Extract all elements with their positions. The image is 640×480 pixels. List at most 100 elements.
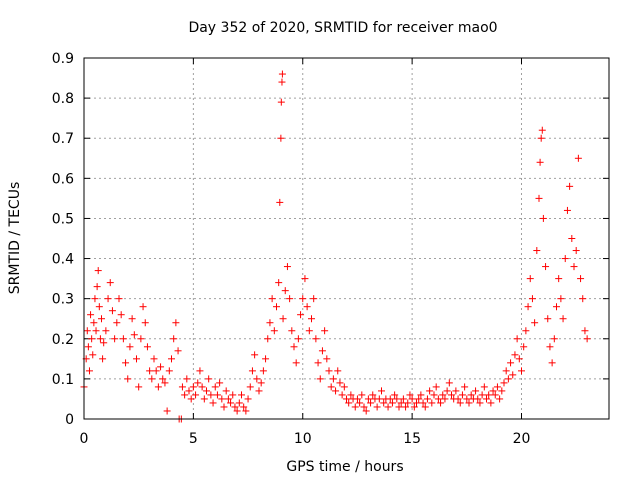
data-point	[367, 399, 375, 407]
data-point	[456, 399, 464, 407]
data-point	[102, 327, 110, 335]
data-point	[308, 315, 315, 323]
data-point	[491, 391, 499, 399]
data-point	[200, 395, 208, 403]
data-point	[294, 335, 302, 343]
data-point	[458, 391, 466, 399]
data-point	[113, 319, 121, 327]
x-axis-label: GPS time / hours	[286, 459, 403, 475]
data-point	[539, 214, 547, 222]
data-point	[386, 395, 394, 403]
data-point	[542, 263, 550, 271]
data-point	[253, 375, 261, 383]
data-point	[92, 327, 100, 335]
data-point	[332, 387, 340, 395]
data-point	[445, 379, 453, 387]
data-point	[559, 315, 567, 323]
data-point	[143, 343, 151, 351]
data-point	[196, 367, 204, 375]
data-point	[358, 391, 366, 399]
data-point	[235, 399, 243, 407]
data-point	[88, 335, 96, 343]
data-point	[434, 395, 442, 403]
data-point	[297, 311, 305, 319]
data-point	[159, 375, 167, 383]
data-point	[288, 327, 296, 335]
data-point	[316, 375, 324, 383]
data-point	[347, 391, 355, 399]
data-point	[487, 399, 495, 407]
data-point	[94, 267, 102, 275]
x-tick-label: 5	[189, 431, 198, 447]
data-point	[209, 399, 217, 407]
data-point	[87, 311, 95, 319]
y-tick-label: 0.9	[52, 51, 74, 67]
data-point	[165, 367, 173, 375]
data-point	[572, 247, 580, 255]
data-point	[546, 343, 554, 351]
data-point	[126, 343, 134, 351]
data-point	[536, 158, 544, 166]
data-point	[364, 395, 372, 403]
data-point	[498, 387, 506, 395]
data-point	[406, 391, 414, 399]
data-point	[419, 399, 427, 407]
data-point	[524, 303, 532, 311]
data-point	[100, 339, 108, 347]
data-point	[568, 235, 576, 242]
data-point	[216, 379, 224, 387]
data-point	[369, 391, 377, 399]
data-point	[117, 311, 125, 319]
data-point	[325, 367, 333, 375]
data-point	[441, 395, 449, 403]
data-point	[496, 395, 504, 403]
y-tick-label: 0.7	[52, 131, 74, 147]
data-point	[448, 391, 455, 399]
data-point	[270, 327, 278, 335]
data-point	[148, 375, 156, 383]
data-point	[242, 407, 250, 415]
data-point	[318, 347, 326, 355]
data-point	[511, 351, 519, 359]
x-tick-label: 20	[513, 431, 531, 447]
data-point	[231, 403, 239, 411]
data-point	[93, 283, 101, 291]
data-point	[115, 295, 123, 303]
data-point	[356, 399, 364, 407]
y-tick-label: 0.2	[52, 332, 74, 348]
data-point	[286, 295, 294, 303]
data-point	[537, 134, 545, 142]
data-point	[128, 315, 136, 323]
data-point	[384, 403, 392, 411]
data-point	[278, 70, 286, 78]
data-point	[430, 391, 438, 399]
data-point	[500, 379, 508, 387]
data-point	[351, 403, 359, 411]
data-point	[483, 395, 490, 403]
data-point	[278, 78, 286, 86]
y-tick-label: 0.5	[52, 211, 74, 227]
data-point	[408, 395, 416, 403]
y-tick-label: 0.3	[52, 292, 74, 308]
data-point	[323, 355, 331, 363]
data-point	[340, 383, 348, 391]
data-point	[428, 399, 436, 407]
data-point	[141, 319, 149, 327]
data-point	[205, 375, 213, 383]
data-point	[98, 315, 105, 323]
data-point	[168, 355, 175, 363]
y-tick-label: 0.4	[52, 252, 74, 268]
data-point	[137, 335, 145, 343]
data-point	[229, 391, 237, 399]
data-point	[520, 343, 528, 351]
data-point	[251, 351, 259, 359]
data-point	[397, 399, 405, 407]
data-point	[255, 387, 263, 395]
data-point	[413, 399, 420, 407]
data-point	[106, 279, 114, 287]
data-point	[373, 403, 381, 411]
data-point	[203, 387, 210, 395]
data-point	[124, 375, 132, 383]
data-point	[570, 263, 578, 271]
data-point	[157, 363, 165, 371]
